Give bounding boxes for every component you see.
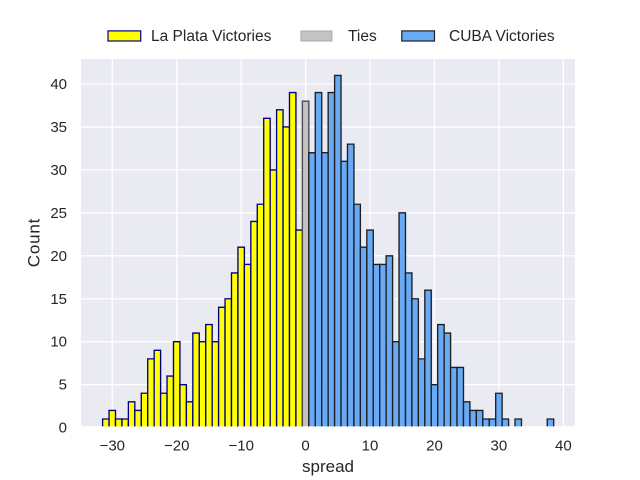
svg-text:−10: −10 — [228, 438, 253, 455]
svg-text:0: 0 — [59, 420, 67, 437]
svg-text:35: 35 — [50, 119, 67, 136]
svg-text:spread: spread — [302, 457, 354, 476]
svg-text:−30: −30 — [100, 438, 125, 455]
svg-text:30: 30 — [491, 438, 508, 455]
svg-text:0: 0 — [301, 438, 309, 455]
svg-text:10: 10 — [362, 438, 379, 455]
svg-text:CUBA Victories: CUBA Victories — [449, 28, 555, 45]
svg-text:5: 5 — [59, 377, 67, 394]
svg-text:20: 20 — [426, 438, 443, 455]
svg-text:10: 10 — [50, 334, 67, 351]
svg-text:Ties: Ties — [348, 28, 377, 45]
svg-text:−20: −20 — [164, 438, 189, 455]
svg-text:Count: Count — [24, 218, 43, 267]
svg-text:40: 40 — [50, 76, 67, 93]
svg-text:15: 15 — [50, 291, 67, 308]
svg-text:25: 25 — [50, 205, 67, 222]
svg-text:20: 20 — [50, 248, 67, 265]
svg-text:La Plata Victories: La Plata Victories — [151, 28, 272, 45]
svg-text:30: 30 — [50, 162, 67, 179]
svg-text:40: 40 — [555, 438, 572, 455]
